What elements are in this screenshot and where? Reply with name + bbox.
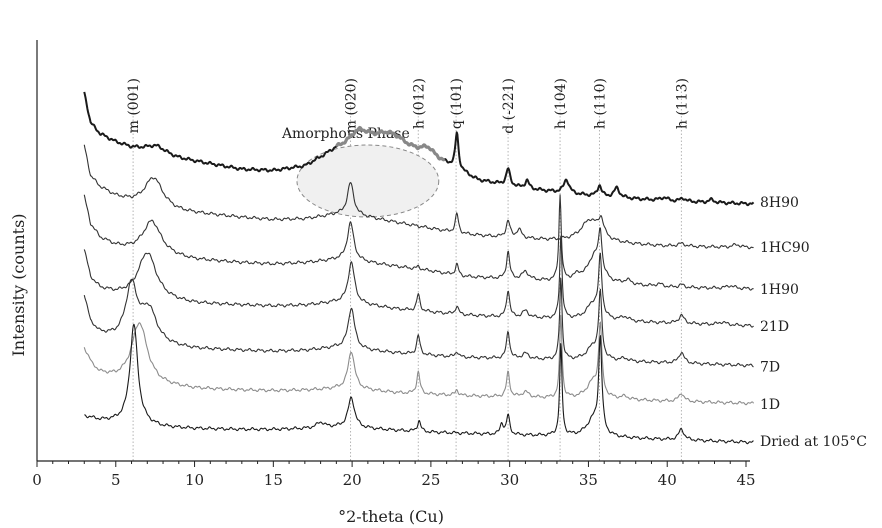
- series-label: 7D: [760, 360, 780, 376]
- x-tick-label: 25: [421, 471, 440, 489]
- series-line: [83, 194, 754, 291]
- series-line: [83, 277, 754, 368]
- peak-marker-labels: m (001) m (020) h (012) q (101) d (-221) h (1…: [126, 78, 690, 134]
- series-labels: 8H90 1HC90 1H90 21D 7D 1D Dried at 105°C: [760, 195, 867, 450]
- peak-marker-label: q (101): [449, 78, 465, 129]
- peak-marker-label: h (104): [553, 78, 569, 129]
- series-line: [83, 314, 755, 406]
- series-label: Dried at 105°C: [760, 434, 867, 450]
- series-label: 21D: [760, 319, 789, 335]
- series-label: 8H90: [760, 195, 799, 211]
- series-label: 1HC90: [760, 240, 810, 256]
- axes: 0 5 10 15 20 25 30 35 40 45: [32, 40, 756, 489]
- amorphous-phase-ellipse: [296, 144, 440, 218]
- y-axis-label: Intensity (counts): [9, 213, 28, 356]
- x-axis-label: °2-theta (Cu): [338, 507, 444, 526]
- peak-marker-label: m (001): [126, 78, 142, 133]
- x-tick-label: 0: [32, 471, 42, 489]
- peak-marker-label: h (110): [592, 78, 608, 129]
- series-line: [83, 144, 754, 250]
- peak-marker-label: h (113): [674, 78, 690, 129]
- peak-marker-label: d (-221): [501, 78, 517, 134]
- peak-marker-label: h (012): [411, 78, 427, 129]
- series-label: 1H90: [760, 282, 799, 298]
- amorphous-phase-annotation: Amorphous Phase: [281, 126, 440, 218]
- series-label: 1D: [760, 397, 780, 413]
- series-line: [84, 323, 754, 445]
- peak-marker-label: m (020): [344, 78, 360, 133]
- series-group: [83, 91, 755, 445]
- x-tick-label: 15: [264, 471, 283, 489]
- x-tick-label: 5: [111, 471, 121, 489]
- amorphous-phase-highlight: [335, 125, 446, 162]
- x-tick-label: 40: [658, 471, 677, 489]
- x-tick-label: 10: [185, 471, 204, 489]
- series-line: [83, 236, 754, 328]
- x-tick-label: 45: [736, 471, 755, 489]
- x-tick-label: 30: [500, 471, 519, 489]
- amorphous-phase-label: Amorphous Phase: [281, 126, 410, 142]
- x-tick-label: 20: [343, 471, 362, 489]
- x-tick-label: 35: [579, 471, 598, 489]
